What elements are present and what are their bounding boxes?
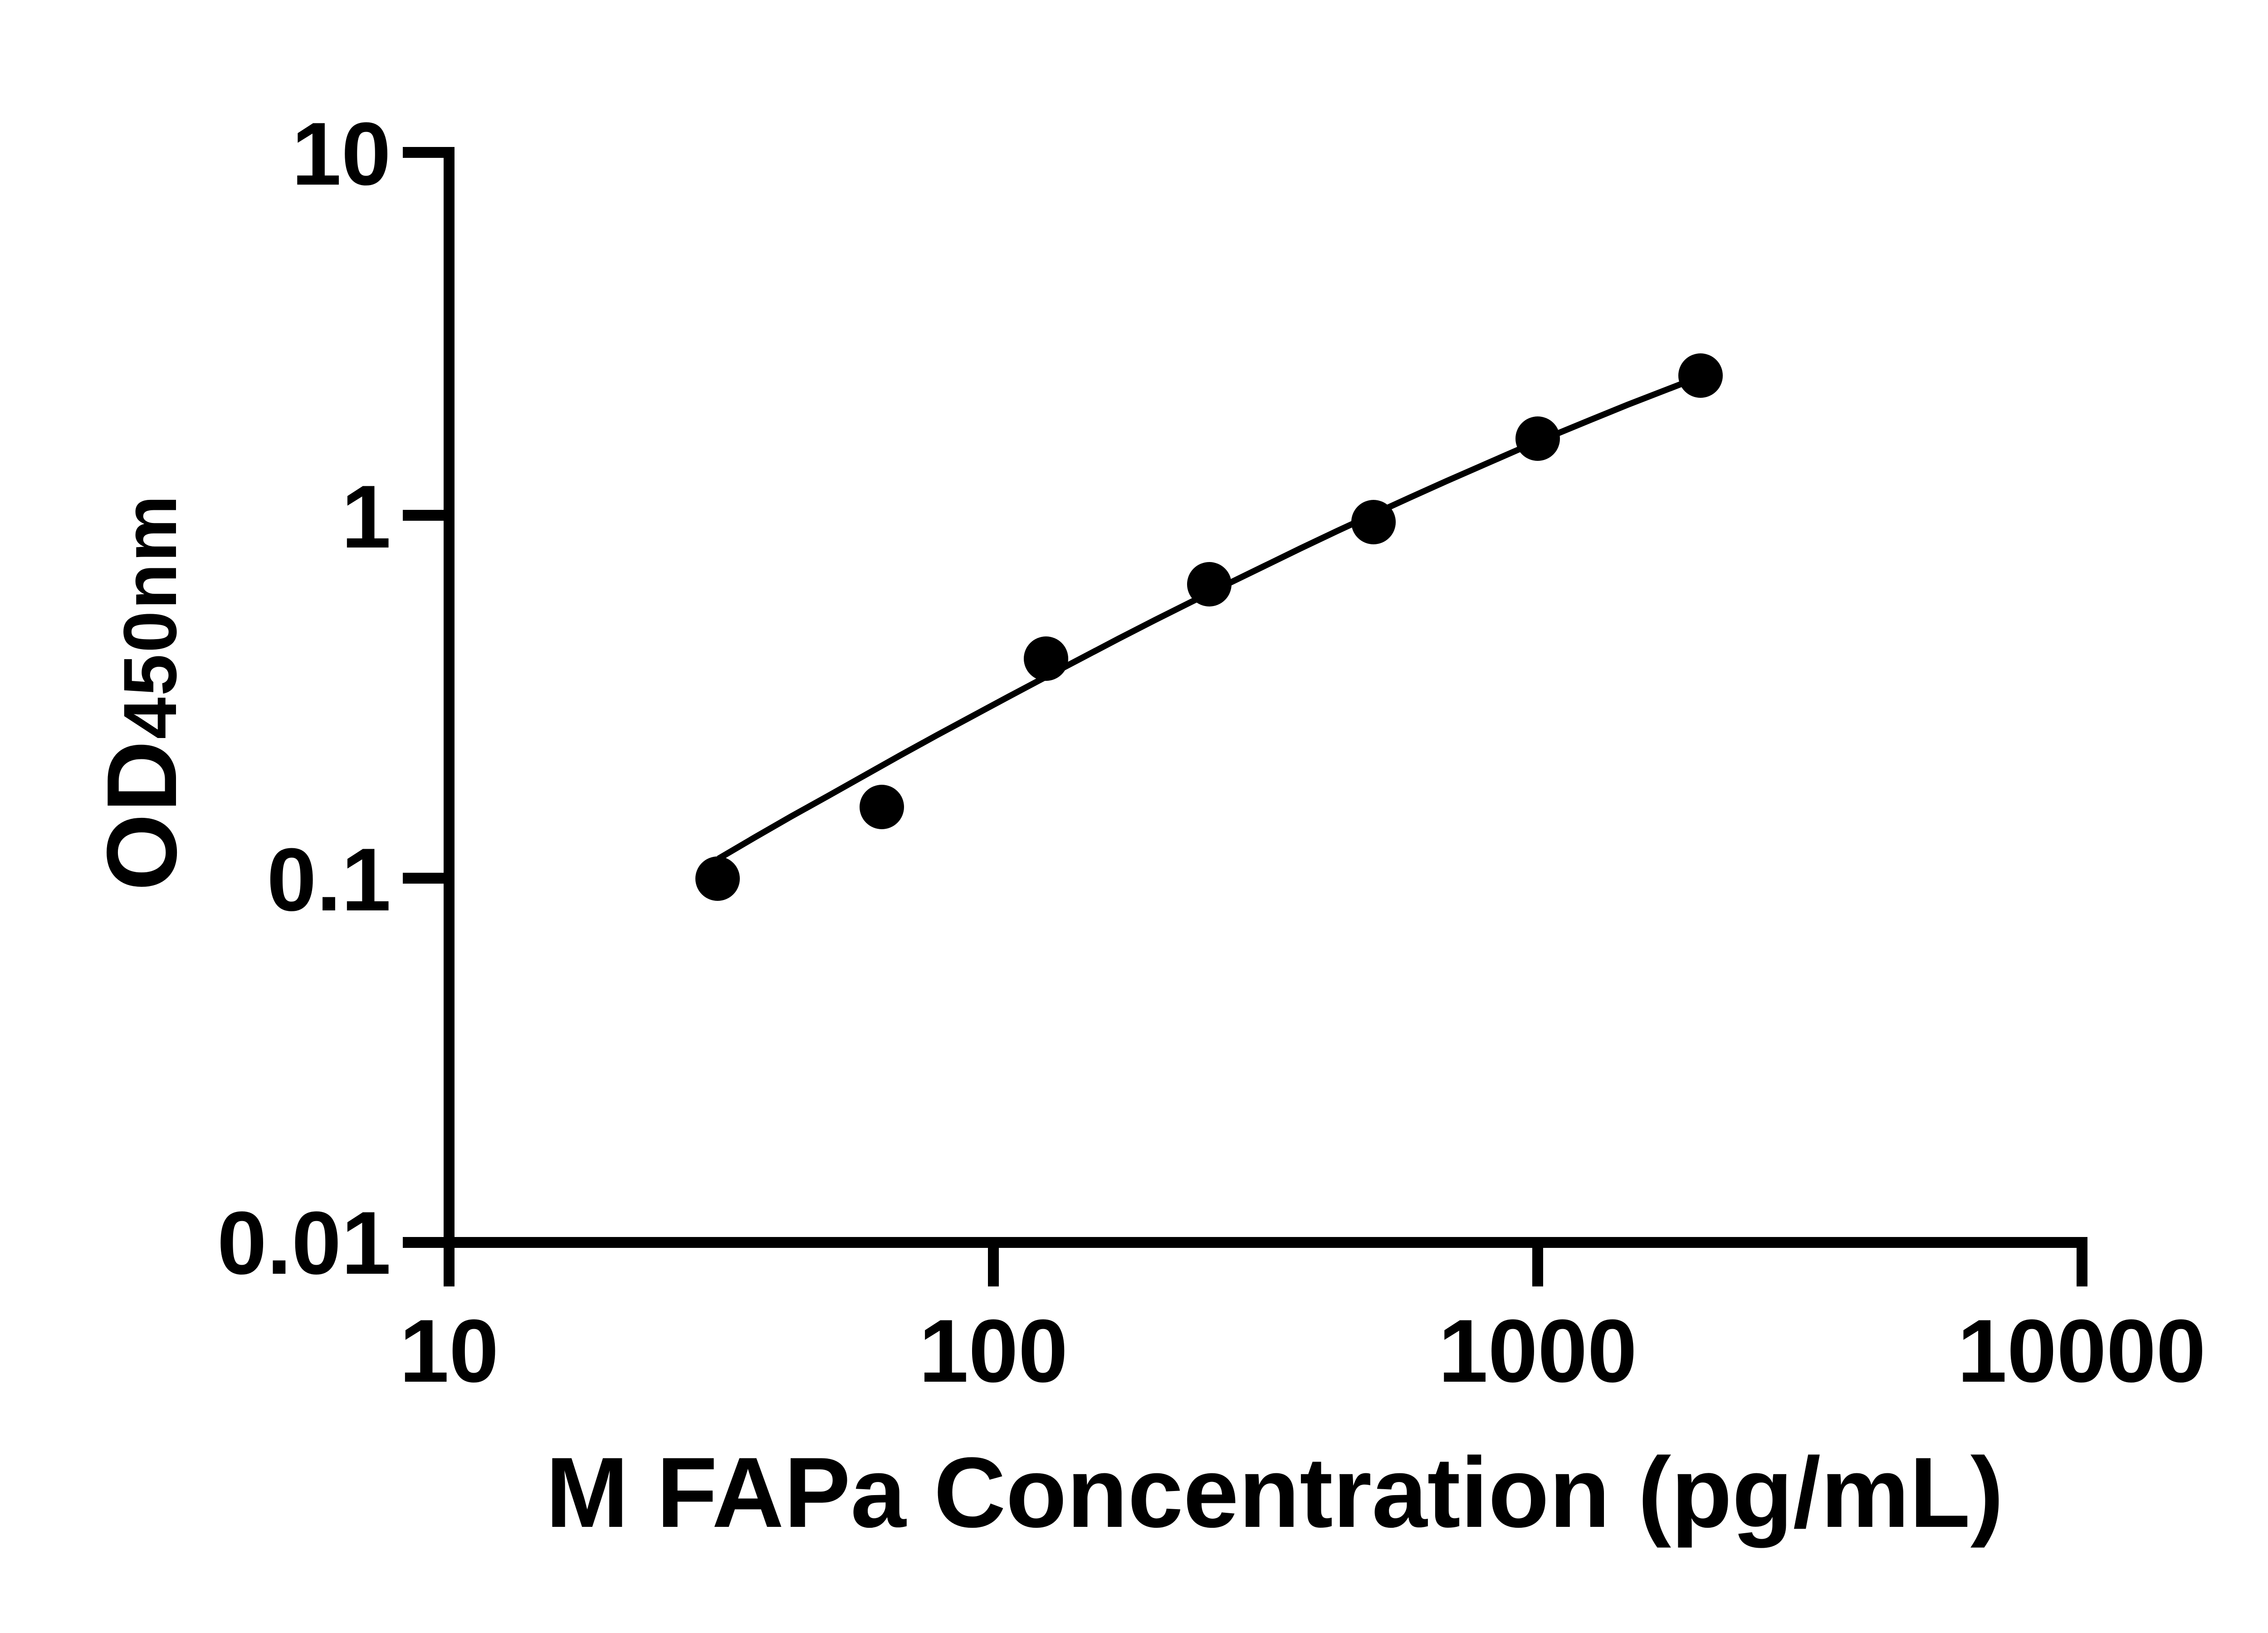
svg-text:0.01: 0.01 xyxy=(217,1193,391,1293)
svg-text:1: 1 xyxy=(341,467,391,567)
svg-text:100: 100 xyxy=(919,1301,1068,1401)
svg-text:10: 10 xyxy=(292,104,391,204)
svg-text:10: 10 xyxy=(399,1301,499,1401)
svg-text:M FAPa Concentration (pg/mL): M FAPa Concentration (pg/mL) xyxy=(546,1437,2004,1548)
svg-text:1000: 1000 xyxy=(1438,1301,1637,1401)
svg-text:0.1: 0.1 xyxy=(267,830,391,929)
svg-text:10000: 10000 xyxy=(1957,1301,2206,1401)
svg-text:OD450nm: OD450nm xyxy=(87,494,197,891)
